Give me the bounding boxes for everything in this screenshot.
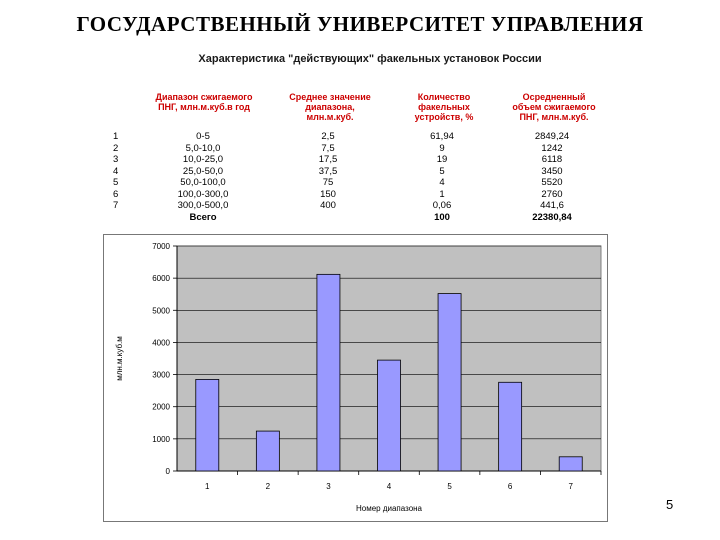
y-tick-label: 3000: [152, 371, 170, 380]
y-tick-label: 0: [166, 467, 171, 476]
x-tick-label: 6: [508, 482, 513, 491]
table-cell-range: 25,0-50,0: [182, 165, 224, 177]
y-tick-label: 5000: [152, 306, 170, 315]
slide-number: 5: [666, 497, 674, 512]
table-cell-n: 6: [113, 188, 119, 200]
header-volume: Осредненный объем сжигаемого ПНГ, млн.м.…: [512, 92, 596, 122]
y-tick-label: 1000: [152, 435, 170, 444]
x-tick-label: 4: [387, 482, 392, 491]
table-cell-count: 19: [436, 154, 448, 165]
y-tick-label: 4000: [152, 338, 170, 347]
table-cell-avg: 75: [322, 177, 334, 188]
table-cell-count: 5: [439, 165, 445, 177]
table-cell-volume: 6118: [541, 154, 563, 165]
y-axis-label: млн.м.куб.м: [115, 336, 124, 381]
x-tick-label: 5: [447, 482, 452, 491]
table-cell-volume: 3450: [541, 165, 563, 177]
x-tick-label: 7: [568, 482, 573, 491]
table-cell-count: 61,94: [430, 131, 454, 142]
table-cell-avg: 37,5: [318, 165, 338, 177]
slide-title: ГОСУДАРСТВЕННЫЙ УНИВЕРСИТЕТ УПРАВЛЕНИЯ: [76, 12, 644, 36]
table-cell-avg: 17,5: [318, 154, 338, 165]
table-total-count: 100: [434, 211, 450, 223]
table-title: Характеристика "действующих" факельных у…: [198, 53, 542, 65]
x-tick-label: 2: [266, 482, 271, 491]
table-cell-n: 4: [113, 165, 119, 177]
bar: [377, 359, 401, 472]
bar: [558, 456, 583, 472]
table-cell-avg: 2,5: [321, 131, 335, 142]
bar: [255, 430, 280, 472]
header-average: Среднее значение диапазона, млн.м.куб.: [289, 92, 371, 122]
y-tick-label: 6000: [152, 274, 170, 283]
table-cell-n: 1: [113, 131, 119, 142]
y-tick-label: 7000: [152, 242, 170, 251]
bar: [316, 273, 341, 472]
table-cell-avg: 400: [320, 200, 336, 211]
table-cell-avg: 7,5: [321, 142, 335, 154]
x-axis-label: Номер диапазона: [356, 504, 423, 513]
header-range: Диапазон сжигаемого ПНГ, млн.м.куб.в год: [155, 92, 253, 112]
table-cell-volume: 2760: [541, 188, 563, 200]
bar: [195, 379, 220, 472]
table-cell-count: 0,06: [432, 200, 452, 211]
table-cell-count: 9: [439, 142, 445, 154]
table-cell-range: 5,0-10,0: [185, 142, 221, 154]
table-cell-n: 5: [113, 177, 119, 188]
table-cell-range: 10,0-25,0: [182, 154, 224, 165]
table-cell-volume: 5520: [541, 177, 563, 188]
bar-chart: 0 1000 2000 3000 4000 5000 6000 7000 1 2 3 4 5 6 7 Номе…: [115, 242, 602, 513]
table-cell-avg: 150: [320, 188, 336, 200]
table-cell-volume: 2849,24: [534, 131, 570, 142]
table-cell-n: 2: [113, 142, 119, 154]
table-cell-n: 3: [113, 154, 119, 165]
table-cell-count: 4: [439, 177, 445, 188]
table-cell-range: 0-5: [196, 131, 210, 142]
table-cell-count: 1: [439, 188, 445, 200]
table-cell-range: 50,0-100,0: [180, 177, 226, 188]
chart-frame: 0 1000 2000 3000 4000 5000 6000 7000 1 2 3 4 5 6 7 Номе…: [103, 234, 608, 522]
x-tick-label: 3: [326, 482, 331, 491]
bar: [498, 381, 523, 472]
table-cell-n: 7: [113, 200, 119, 211]
y-tick-label: 2000: [152, 403, 170, 412]
bar: [437, 293, 462, 472]
x-tick-label: 1: [205, 482, 210, 491]
table-total-label: Всего: [189, 211, 217, 223]
table-cell-range: 100,0-300,0: [177, 188, 229, 200]
table-cell-range: 300,0-500,0: [177, 200, 229, 211]
table-cell-volume: 1242: [541, 142, 563, 154]
table-cell-volume: 441,6: [540, 200, 564, 211]
header-count: Количество факельных устройств, %: [414, 92, 474, 122]
table-total-volume: 22380,84: [532, 211, 572, 223]
